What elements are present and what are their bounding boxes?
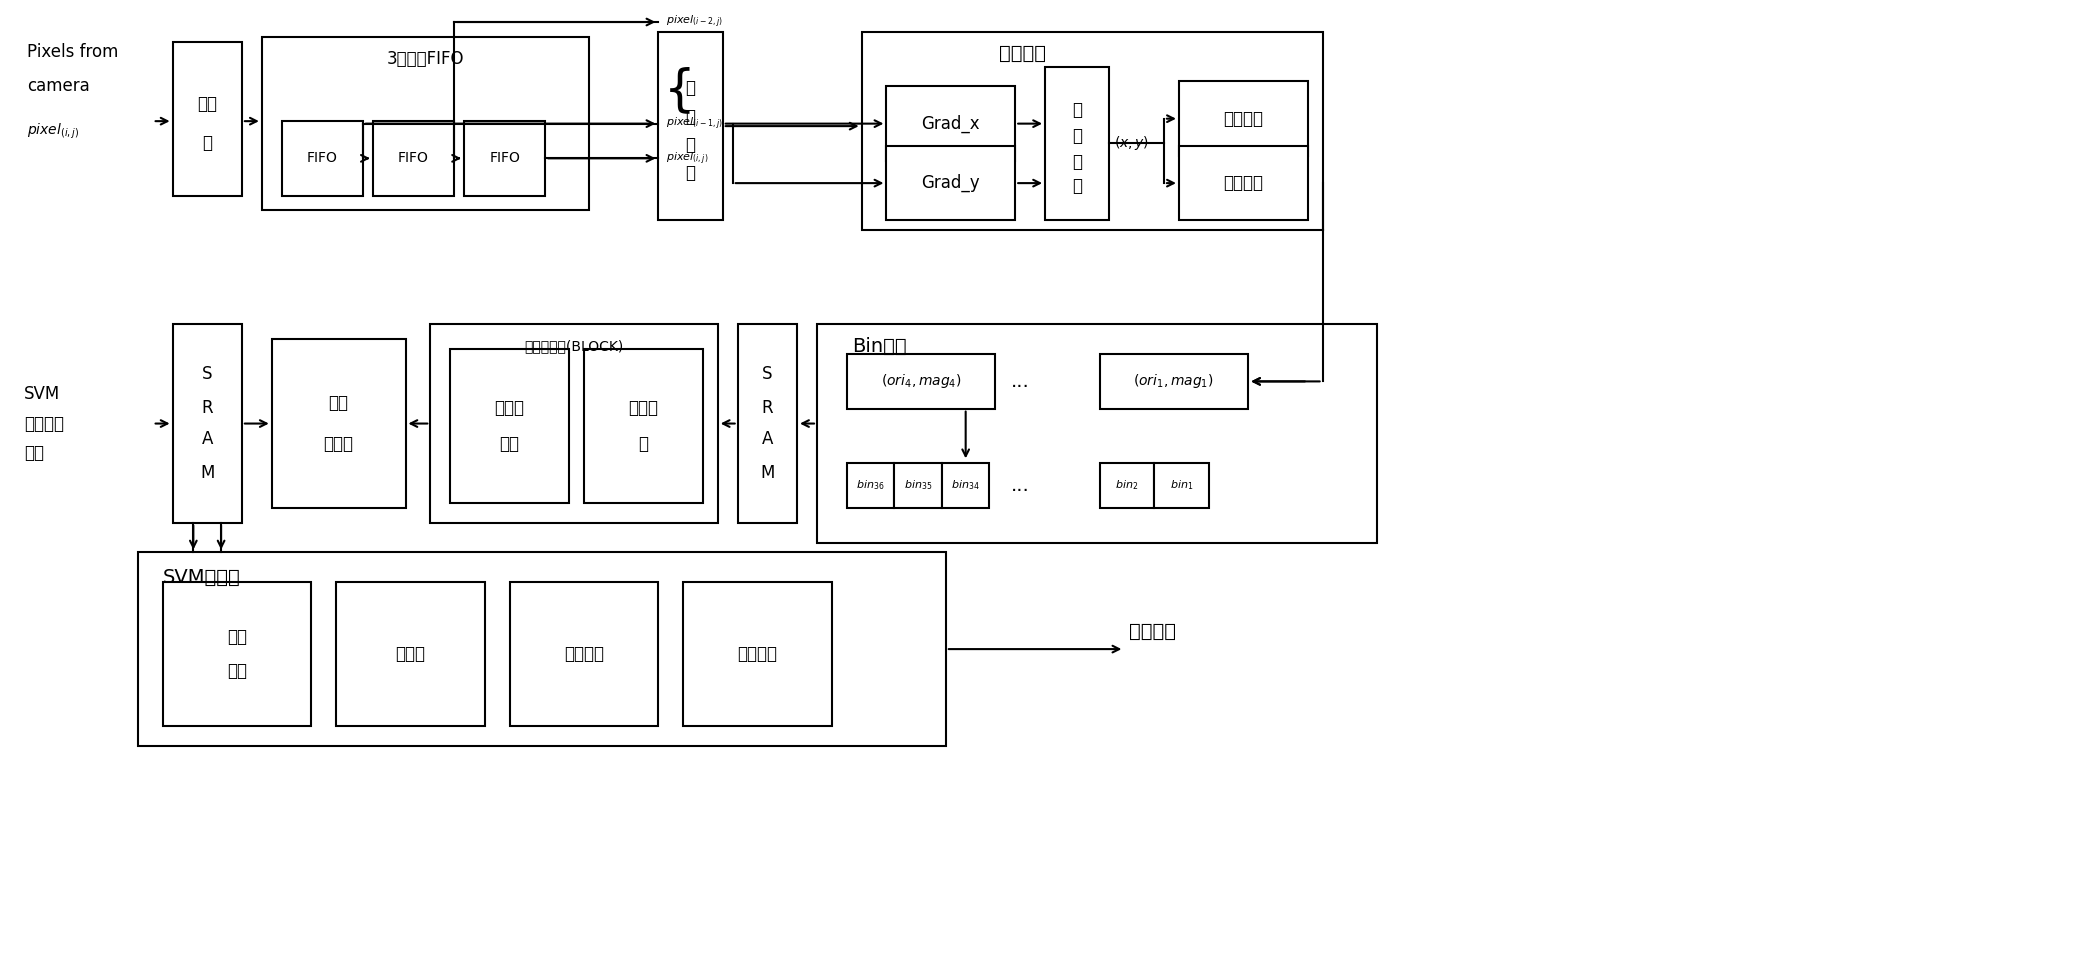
- Text: $bin_1$: $bin_1$: [1170, 479, 1193, 492]
- Bar: [862, 32, 1323, 231]
- Text: $bin_{35}$: $bin_{35}$: [903, 479, 932, 492]
- Bar: [943, 463, 989, 508]
- Text: M: M: [759, 464, 774, 482]
- Text: 局部归一化(BLOCK): 局部归一化(BLOCK): [524, 340, 624, 353]
- Text: S: S: [761, 365, 772, 383]
- Text: SVM: SVM: [23, 384, 60, 403]
- Text: Pixels from: Pixels from: [27, 43, 119, 60]
- Bar: [738, 324, 797, 523]
- Text: 矩阵: 矩阵: [227, 628, 246, 646]
- Bar: [584, 349, 703, 503]
- Bar: [282, 122, 363, 196]
- Text: Bin分配: Bin分配: [851, 337, 905, 356]
- Text: 累加器: 累加器: [396, 645, 426, 663]
- Bar: [373, 122, 455, 196]
- Bar: [336, 582, 484, 726]
- Text: 步: 步: [686, 164, 695, 182]
- Text: A: A: [202, 430, 213, 449]
- Bar: [261, 37, 588, 210]
- Text: $pixel_{(i-2,j)}$: $pixel_{(i-2,j)}$: [665, 14, 724, 30]
- Text: 归一化: 归一化: [323, 435, 355, 452]
- Text: $bin_2$: $bin_2$: [1116, 479, 1139, 492]
- Bar: [818, 324, 1377, 543]
- Text: 全局: 全局: [330, 394, 348, 413]
- Bar: [163, 582, 311, 726]
- Bar: [887, 87, 1016, 161]
- Text: 一化: 一化: [501, 436, 519, 453]
- Text: SVM分类器: SVM分类器: [163, 567, 240, 587]
- Bar: [138, 553, 945, 745]
- Bar: [451, 349, 569, 503]
- Bar: [271, 340, 405, 508]
- Text: 同: 同: [1072, 153, 1083, 171]
- Text: ...: ...: [1012, 476, 1030, 495]
- Text: R: R: [202, 399, 213, 416]
- Text: 计: 计: [638, 436, 649, 453]
- Text: 3级级联FIFO: 3级级联FIFO: [386, 50, 463, 68]
- Text: 函数运算: 函数运算: [563, 645, 605, 663]
- Text: camera: camera: [27, 78, 90, 95]
- Text: 预处: 预处: [198, 94, 217, 113]
- Text: 据: 据: [686, 108, 695, 126]
- Bar: [173, 324, 242, 523]
- Bar: [463, 122, 544, 196]
- Text: R: R: [761, 399, 774, 416]
- Text: FIFO: FIFO: [307, 152, 338, 165]
- Text: $(ori_4, mag_4)$: $(ori_4, mag_4)$: [880, 373, 962, 390]
- Text: A: A: [761, 430, 774, 449]
- Text: $(x,y)$: $(x,y)$: [1114, 134, 1149, 153]
- Text: 门限判断: 门限判断: [738, 645, 778, 663]
- Text: {: {: [663, 66, 697, 114]
- Text: $pixel_{(i,j)}$: $pixel_{(i,j)}$: [665, 150, 709, 166]
- Bar: [1179, 82, 1308, 156]
- Bar: [1099, 354, 1247, 409]
- Text: 局部归: 局部归: [494, 399, 524, 416]
- Text: 运算: 运算: [227, 663, 246, 680]
- Bar: [1045, 66, 1110, 220]
- Text: 理: 理: [202, 134, 213, 153]
- Text: $pixel_{(i-1,j)}$: $pixel_{(i-1,j)}$: [665, 116, 724, 131]
- Text: 角度计算: 角度计算: [1222, 174, 1264, 192]
- Text: $(ori_1, mag_1)$: $(ori_1, mag_1)$: [1133, 373, 1214, 390]
- Bar: [847, 463, 895, 508]
- Bar: [1154, 463, 1208, 508]
- Text: 步: 步: [1072, 177, 1083, 196]
- Bar: [430, 324, 718, 523]
- Bar: [895, 463, 943, 508]
- Text: $bin_{34}$: $bin_{34}$: [951, 479, 980, 492]
- Bar: [887, 146, 1016, 220]
- Bar: [173, 42, 242, 196]
- Text: 数: 数: [1072, 100, 1083, 119]
- Text: 参数: 参数: [23, 445, 44, 462]
- Bar: [509, 582, 659, 726]
- Text: 局部统: 局部统: [628, 399, 659, 416]
- Bar: [847, 354, 995, 409]
- Text: 权重残差: 权重残差: [23, 414, 65, 433]
- Text: 幅度计算: 幅度计算: [1222, 110, 1264, 127]
- Text: Grad_y: Grad_y: [922, 174, 980, 193]
- Bar: [682, 582, 832, 726]
- Text: ...: ...: [1012, 372, 1030, 391]
- Text: M: M: [200, 464, 215, 482]
- Text: 同: 同: [686, 136, 695, 154]
- Text: FIFO: FIFO: [490, 152, 519, 165]
- Bar: [659, 32, 722, 220]
- Text: Grad_x: Grad_x: [922, 115, 980, 132]
- Text: 数: 数: [686, 80, 695, 97]
- Text: $bin_{36}$: $bin_{36}$: [855, 479, 884, 492]
- Bar: [1179, 146, 1308, 220]
- Text: 据: 据: [1072, 126, 1083, 145]
- Text: 梯度计算: 梯度计算: [999, 44, 1047, 63]
- Text: S: S: [202, 365, 213, 383]
- Bar: [1099, 463, 1154, 508]
- Text: $pixel_{(i,j)}$: $pixel_{(i,j)}$: [27, 122, 79, 141]
- Text: FIFO: FIFO: [398, 152, 430, 165]
- Text: 结果输出: 结果输出: [1129, 622, 1177, 641]
